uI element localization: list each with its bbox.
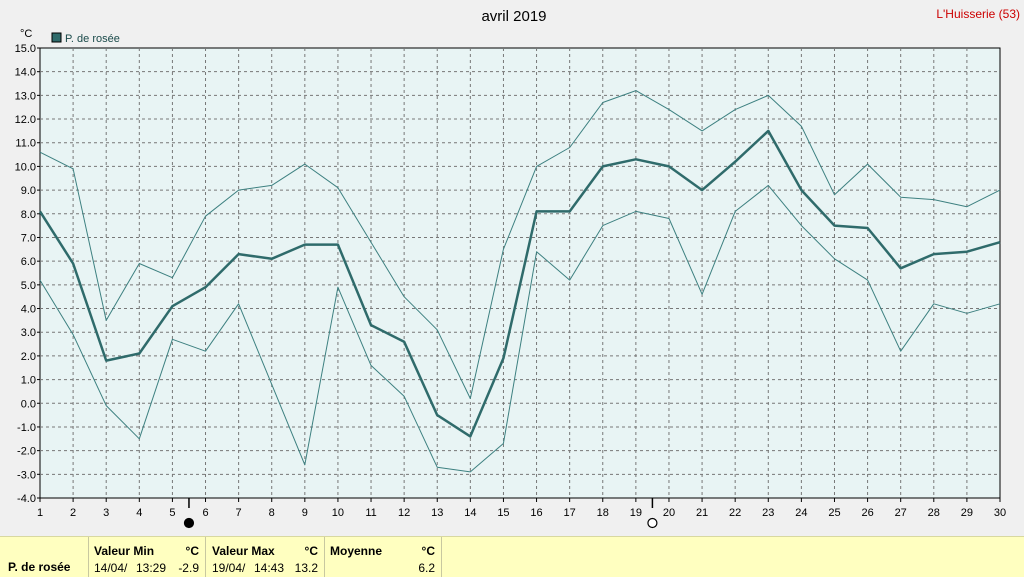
- max-date: 19/04/: [212, 561, 246, 575]
- y-tick-label: 12.0: [15, 114, 36, 126]
- y-tick-label: 4.0: [21, 304, 36, 316]
- dew-point-chart: avril 2019 L'Huisserie (53) °C 15.014.01…: [15, 7, 1020, 529]
- stats-avg-cell: Moyenne °C 6.2: [325, 537, 442, 577]
- full-moon-icon: [647, 517, 658, 529]
- y-tick-label: 14.0: [15, 67, 36, 79]
- y-tick-label: 1.0: [21, 375, 36, 387]
- y-tick-label: 5.0: [21, 280, 36, 292]
- stats-row-header: P. de rosée: [0, 537, 89, 577]
- y-tick-label: -2.0: [17, 446, 36, 458]
- avg-unit: °C: [421, 544, 435, 558]
- max-value: 13.2: [294, 561, 318, 575]
- x-tick-label: 28: [928, 507, 940, 519]
- x-tick-label: 7: [236, 507, 242, 519]
- x-axis-ticks: 1 2 3 4 5 6 7 8 9 10 11 12 13 14 15 16 17 18 19 20 21 22 23 24 2…: [37, 498, 1006, 519]
- y-axis-ticks: 15.0 14.0 13.0 12.0 11.0 10.0 9.0 8.0 7.0 6.0 5.0 4…: [15, 43, 40, 505]
- y-tick-label: 7.0: [21, 232, 36, 244]
- max-header: Valeur Max: [212, 544, 275, 558]
- x-tick-label: 8: [269, 507, 275, 519]
- moon-phase-markers: [183, 498, 658, 529]
- avg-value: 6.2: [418, 561, 435, 575]
- x-tick-label: 4: [136, 507, 142, 519]
- x-tick-label: 18: [597, 507, 609, 519]
- y-tick-label: 6.0: [21, 256, 36, 268]
- x-tick-label: 11: [365, 507, 376, 519]
- legend: P. de rosée: [51, 32, 120, 45]
- min-unit: °C: [185, 544, 199, 558]
- min-header: Valeur Min: [94, 544, 155, 558]
- legend-label: P. de rosée: [65, 33, 120, 45]
- y-tick-label: 2.0: [21, 351, 36, 363]
- max-unit: °C: [304, 544, 318, 558]
- y-tick-label: 11.0: [15, 138, 36, 150]
- x-tick-label: 25: [828, 507, 840, 519]
- x-tick-label: 30: [994, 507, 1006, 519]
- x-tick-label: 10: [332, 507, 344, 519]
- x-tick-label: 29: [961, 507, 973, 519]
- y-tick-label: 8.0: [21, 209, 36, 221]
- series-line-min: [39, 184, 1001, 473]
- x-tick-label: 24: [795, 507, 807, 519]
- x-tick-label: 3: [103, 507, 109, 519]
- x-tick-label: 1: [37, 507, 43, 519]
- y-tick-label: 13.0: [15, 90, 36, 102]
- x-tick-label: 9: [302, 507, 308, 519]
- x-tick-label: 22: [729, 507, 741, 519]
- y-tick-label: 0.0: [21, 398, 36, 410]
- x-tick-label: 26: [861, 507, 873, 519]
- max-time: 14:43: [254, 561, 285, 575]
- x-tick-label: 12: [398, 507, 410, 519]
- legend-swatch: [51, 32, 62, 43]
- y-tick-label: -3.0: [17, 469, 36, 481]
- x-tick-label: 5: [169, 507, 175, 519]
- x-tick-label: 27: [895, 507, 907, 519]
- x-tick-label: 2: [70, 507, 76, 519]
- y-tick-label: 3.0: [21, 327, 36, 339]
- y-tick-label: -4.0: [17, 493, 36, 505]
- stats-min-cell: Valeur Min °C 14/04/ 13:29 -2.9: [89, 537, 206, 577]
- y-unit-label: °C: [20, 28, 32, 40]
- min-date: 14/04/: [94, 561, 128, 575]
- series-lines: [38, 90, 1001, 473]
- min-time: 13:29: [136, 561, 167, 575]
- x-tick-label: 23: [762, 507, 774, 519]
- series-line-mean: [38, 129, 1001, 438]
- station-location: L'Huisserie (53): [936, 7, 1020, 21]
- y-tick-label: 15.0: [15, 43, 36, 55]
- x-tick-label: 19: [630, 507, 642, 519]
- x-tick-label: 13: [431, 507, 443, 519]
- x-tick-label: 15: [497, 507, 509, 519]
- y-tick-label: 10.0: [15, 161, 36, 173]
- min-value: -2.9: [178, 561, 199, 575]
- series-line-max: [39, 90, 1001, 399]
- chart-title: avril 2019: [481, 8, 546, 25]
- y-tick-label: 9.0: [21, 185, 36, 197]
- x-tick-label: 14: [464, 507, 476, 519]
- grid-lines: [40, 48, 1000, 498]
- stats-max-cell: Valeur Max °C 19/04/ 14:43 13.2: [206, 537, 325, 577]
- y-tick-label: -1.0: [17, 422, 36, 434]
- x-tick-label: 21: [696, 507, 708, 519]
- new-moon-icon: [183, 517, 195, 529]
- x-tick-label: 20: [663, 507, 675, 519]
- plot-area: [39, 47, 1001, 499]
- avg-header: Moyenne: [330, 544, 383, 558]
- stats-row-label: P. de rosée: [8, 560, 71, 574]
- statistics-panel: P. de rosée Valeur Min °C 14/04/ 13:29 -…: [0, 536, 1024, 577]
- x-tick-label: 16: [530, 507, 542, 519]
- x-tick-label: 6: [202, 507, 208, 519]
- x-tick-label: 17: [564, 507, 576, 519]
